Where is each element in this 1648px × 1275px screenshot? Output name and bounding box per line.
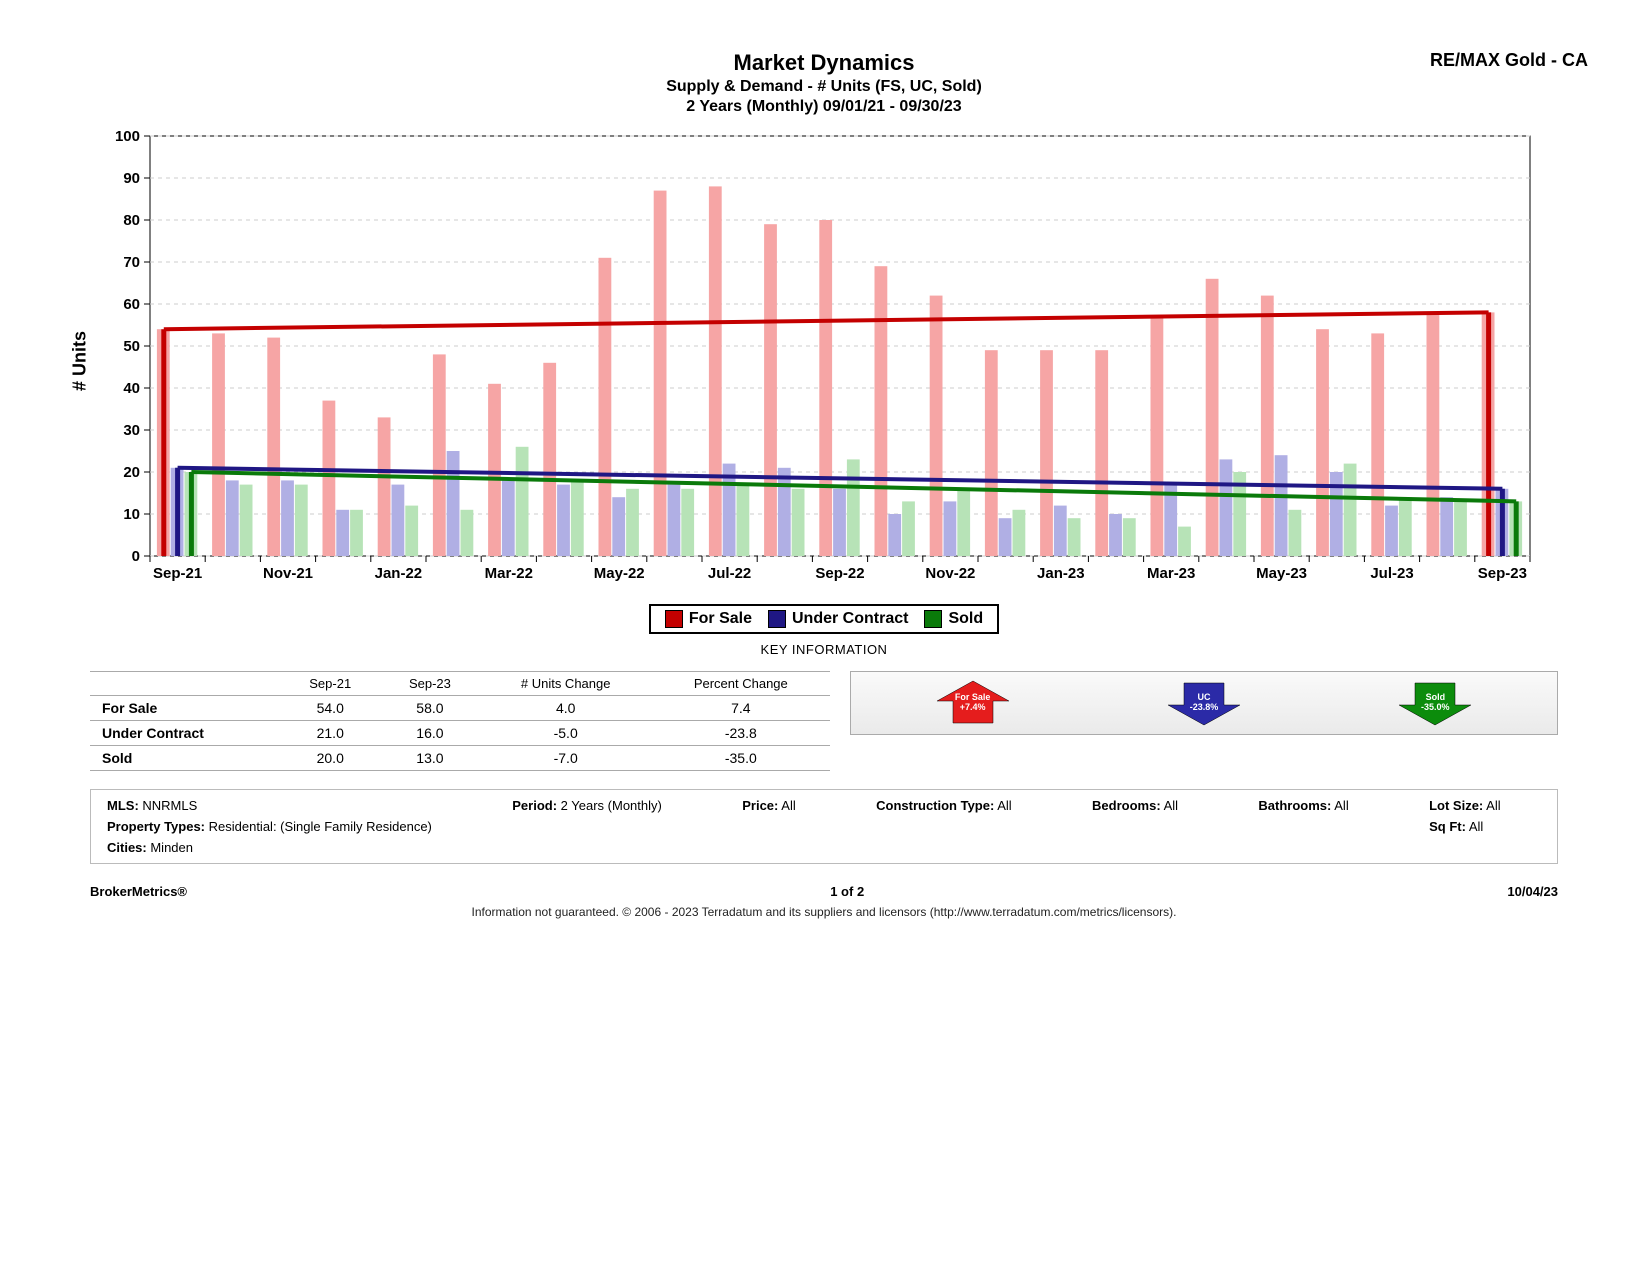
filter-item bbox=[1429, 840, 1541, 855]
svg-text:Mar-22: Mar-22 bbox=[485, 565, 533, 582]
filter-item bbox=[742, 819, 836, 834]
change-arrow: Sold-35.0% bbox=[1395, 679, 1475, 727]
svg-text:Sep-23: Sep-23 bbox=[1478, 565, 1527, 582]
table-cell: Under Contract bbox=[90, 721, 280, 746]
footer-right: 10/04/23 bbox=[1507, 884, 1558, 899]
key-info-table: Sep-21Sep-23# Units ChangePercent Change… bbox=[90, 671, 830, 771]
page-footer: BrokerMetrics® 1 of 2 10/04/23 bbox=[90, 884, 1558, 899]
table-cell: 7.4 bbox=[652, 696, 830, 721]
footer-disclaimer: Information not guaranteed. © 2006 - 202… bbox=[60, 905, 1588, 919]
change-arrows-panel: For Sale+7.4% UC-23.8% Sold-35.0% bbox=[850, 671, 1558, 735]
table-cell: 16.0 bbox=[380, 721, 480, 746]
svg-text:10: 10 bbox=[123, 506, 140, 523]
legend-swatch bbox=[768, 610, 786, 628]
table-cell: 21.0 bbox=[280, 721, 380, 746]
svg-text:100: 100 bbox=[115, 128, 140, 145]
key-info-heading: KEY INFORMATION bbox=[60, 642, 1588, 657]
table-header: Sep-23 bbox=[380, 672, 480, 696]
filter-item bbox=[1092, 819, 1218, 834]
filter-item: Construction Type: All bbox=[876, 798, 1052, 813]
filter-item: Lot Size: All bbox=[1429, 798, 1541, 813]
brand-name: RE/MAX Gold - CA bbox=[1430, 50, 1588, 71]
table-cell: -7.0 bbox=[480, 746, 652, 771]
svg-text:Jul-23: Jul-23 bbox=[1370, 565, 1413, 582]
report-subtitle-1: Supply & Demand - # Units (FS, UC, Sold) bbox=[60, 78, 1588, 96]
svg-text:Jan-23: Jan-23 bbox=[1037, 565, 1085, 582]
filter-item: Period: 2 Years (Monthly) bbox=[512, 798, 702, 813]
table-cell: -5.0 bbox=[480, 721, 652, 746]
report-filters: MLS: NNRMLS Period: 2 Years (Monthly) Pric… bbox=[90, 789, 1558, 864]
legend-label: For Sale bbox=[689, 610, 752, 628]
table-header: Percent Change bbox=[652, 672, 830, 696]
change-arrow: For Sale+7.4% bbox=[933, 679, 1013, 727]
filter-item: Sq Ft: All bbox=[1429, 819, 1541, 834]
svg-text:Nov-21: Nov-21 bbox=[263, 565, 313, 582]
filter-item bbox=[876, 840, 1052, 855]
svg-text:Jan-22: Jan-22 bbox=[375, 565, 423, 582]
table-cell: 4.0 bbox=[480, 696, 652, 721]
filter-item: Cities: Minden bbox=[107, 840, 472, 855]
filter-item bbox=[1258, 819, 1389, 834]
table-cell: -23.8 bbox=[652, 721, 830, 746]
svg-text:90: 90 bbox=[123, 170, 140, 187]
legend-swatch bbox=[924, 610, 942, 628]
table-header: Sep-21 bbox=[280, 672, 380, 696]
svg-text:50: 50 bbox=[123, 338, 140, 355]
svg-text:Nov-22: Nov-22 bbox=[925, 565, 975, 582]
report-header: RE/MAX Gold - CA Market Dynamics Supply … bbox=[60, 50, 1588, 116]
table-row: Sold20.013.0-7.0-35.0 bbox=[90, 746, 830, 771]
filter-item: Price: All bbox=[742, 798, 836, 813]
svg-text:May-22: May-22 bbox=[594, 565, 645, 582]
table-cell: Sold bbox=[90, 746, 280, 771]
legend-item: Sold bbox=[924, 610, 983, 628]
filter-item: Property Types: Residential: (Single Fam… bbox=[107, 819, 472, 834]
filter-item: MLS: NNRMLS bbox=[107, 798, 472, 813]
units-chart: 0 10 20 30 40 50 60 70 80 90 100 Sep-21 Nov-21 Jan-22… bbox=[90, 126, 1550, 596]
change-arrow: UC-23.8% bbox=[1164, 679, 1244, 727]
svg-text:May-23: May-23 bbox=[1256, 565, 1307, 582]
table-cell: For Sale bbox=[90, 696, 280, 721]
svg-text:80: 80 bbox=[123, 212, 140, 229]
filter-item: Bathrooms: All bbox=[1258, 798, 1389, 813]
filter-item bbox=[742, 840, 836, 855]
svg-text:60: 60 bbox=[123, 296, 140, 313]
report-subtitle-2: 2 Years (Monthly) 09/01/21 - 09/30/23 bbox=[60, 98, 1588, 116]
footer-left: BrokerMetrics® bbox=[90, 884, 187, 899]
svg-text:20: 20 bbox=[123, 464, 140, 481]
svg-text:40: 40 bbox=[123, 380, 140, 397]
table-row: Under Contract21.016.0-5.0-23.8 bbox=[90, 721, 830, 746]
filter-item: Bedrooms: All bbox=[1092, 798, 1218, 813]
table-row: For Sale54.058.04.07.4 bbox=[90, 696, 830, 721]
svg-text:Mar-23: Mar-23 bbox=[1147, 565, 1195, 582]
legend-item: Under Contract bbox=[768, 610, 908, 628]
filter-item bbox=[1258, 840, 1389, 855]
table-cell: 54.0 bbox=[280, 696, 380, 721]
filter-item bbox=[512, 840, 702, 855]
legend-item: For Sale bbox=[665, 610, 752, 628]
svg-text:0: 0 bbox=[132, 548, 140, 565]
table-cell: 58.0 bbox=[380, 696, 480, 721]
legend-label: Under Contract bbox=[792, 610, 908, 628]
chart-legend: For Sale Under Contract Sold bbox=[649, 604, 999, 634]
svg-text:70: 70 bbox=[123, 254, 140, 271]
legend-label: Sold bbox=[948, 610, 983, 628]
table-cell: 20.0 bbox=[280, 746, 380, 771]
svg-text:Jul-22: Jul-22 bbox=[708, 565, 751, 582]
table-cell: -35.0 bbox=[652, 746, 830, 771]
svg-text:Sep-21: Sep-21 bbox=[153, 565, 202, 582]
y-axis-label: # Units bbox=[70, 331, 91, 391]
footer-center: 1 of 2 bbox=[830, 884, 864, 899]
table-header: # Units Change bbox=[480, 672, 652, 696]
legend-swatch bbox=[665, 610, 683, 628]
filter-item bbox=[1092, 840, 1218, 855]
svg-text:Sep-22: Sep-22 bbox=[815, 565, 864, 582]
report-title: Market Dynamics bbox=[60, 50, 1588, 76]
chart-container: # Units 0102030405060708090100Sep-21Nov-… bbox=[90, 126, 1558, 596]
svg-text:30: 30 bbox=[123, 422, 140, 439]
filter-item bbox=[512, 819, 702, 834]
key-info-section: Sep-21Sep-23# Units ChangePercent Change… bbox=[90, 671, 1558, 771]
table-cell: 13.0 bbox=[380, 746, 480, 771]
table-header bbox=[90, 672, 280, 696]
filter-item bbox=[876, 819, 1052, 834]
